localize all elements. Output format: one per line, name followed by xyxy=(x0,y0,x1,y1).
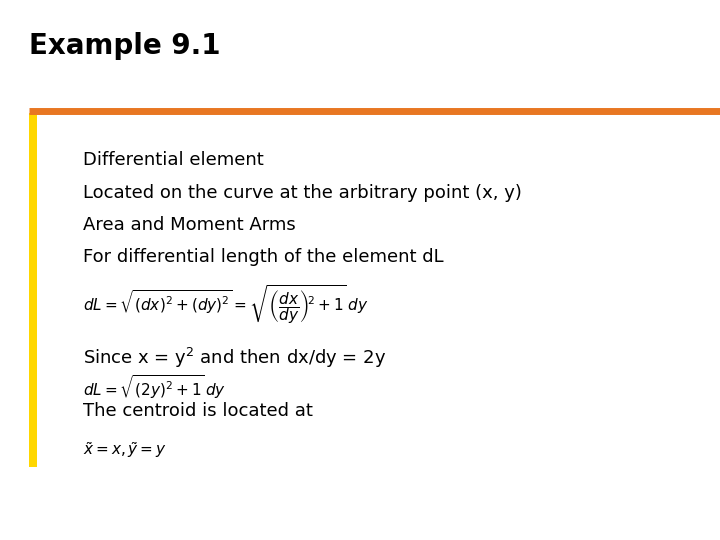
Text: The centroid is located at: The centroid is located at xyxy=(83,402,312,420)
Text: $dL = \sqrt{(2y)^2 + 1}\,dy$: $dL = \sqrt{(2y)^2 + 1}\,dy$ xyxy=(83,373,226,401)
Text: Area and Moment Arms: Area and Moment Arms xyxy=(83,216,295,234)
Text: Since x = y$^2$ and then dx/dy = 2y: Since x = y$^2$ and then dx/dy = 2y xyxy=(83,346,386,370)
Text: $dL = \sqrt{(dx)^2 + (dy)^2} = \sqrt{\left(\dfrac{dx}{dy}\right)^{\!2} + 1}\,dy$: $dL = \sqrt{(dx)^2 + (dy)^2} = \sqrt{\le… xyxy=(83,284,368,327)
Text: $\tilde{x} = x, \tilde{y} = y$: $\tilde{x} = x, \tilde{y} = y$ xyxy=(83,440,167,460)
Text: Example 9.1: Example 9.1 xyxy=(29,32,220,60)
Bar xyxy=(29,113,37,467)
Text: Located on the curve at the arbitrary point (x, y): Located on the curve at the arbitrary po… xyxy=(83,184,522,201)
Text: For differential length of the element dL: For differential length of the element d… xyxy=(83,248,444,266)
Text: Differential element: Differential element xyxy=(83,151,264,169)
